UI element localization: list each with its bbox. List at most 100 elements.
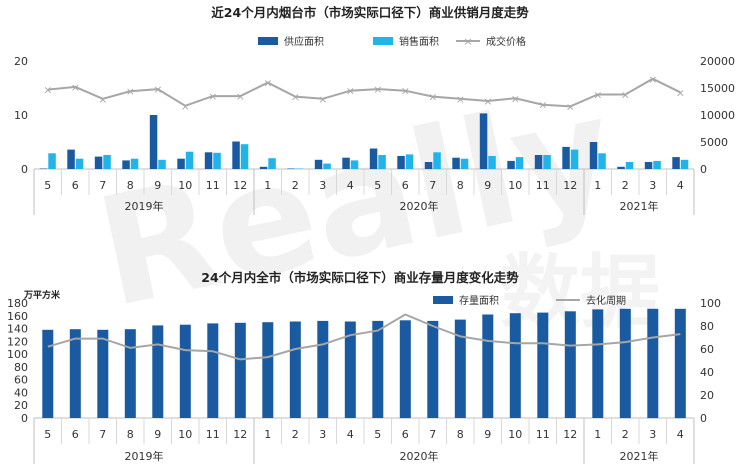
bar-sales: [130, 158, 139, 169]
c2-month-label: 11: [536, 428, 550, 441]
price-point-marker: ×: [71, 81, 80, 94]
price-point-marker: ×: [538, 99, 547, 112]
bar-inventory: [482, 314, 494, 418]
bar-inventory: [619, 308, 631, 419]
price-point-marker: ×: [346, 85, 355, 98]
chart1-title: 近24个月内烟台市（市场实际口径下）商业供销月度走势: [211, 5, 529, 20]
c1-y-right-tick: 10000: [700, 109, 735, 122]
c1-month-label: 10: [508, 179, 522, 192]
c1-year-label: 2019年: [125, 199, 164, 213]
bar-sales: [378, 155, 386, 169]
price-point-marker: ×: [456, 93, 465, 106]
chart1-legend: 供应面积 销售面积 × 成交价格: [258, 35, 526, 48]
legend-price-label: 成交价格: [486, 35, 526, 48]
price-point-marker: ×: [181, 100, 190, 113]
c2-y-left-tick: 180: [7, 297, 28, 310]
bar-supply: [149, 115, 158, 169]
bar-inventory: [234, 322, 246, 418]
c2-y-left-tick: 100: [7, 348, 28, 361]
bar-inventory: [207, 323, 219, 418]
bar-inventory: [152, 325, 164, 418]
c1-year-label: 2020年: [400, 199, 439, 213]
legend-supply-label: 供应面积: [284, 35, 324, 48]
bar-supply: [589, 142, 598, 169]
bar-sales: [460, 158, 469, 169]
bar-sales: [515, 157, 524, 169]
c1-month-label: 6: [402, 179, 409, 192]
c2-y-left-tick: 40: [14, 386, 28, 399]
bar-sales: [488, 156, 496, 169]
chart2-legend: 存量面积 去化周期: [433, 294, 626, 307]
bar-inventory: [262, 322, 274, 418]
bar-inventory: [69, 329, 81, 418]
c2-y-left-tick: 60: [14, 374, 28, 387]
bar-sales: [680, 159, 689, 169]
c2-y-right-tick: 100: [700, 297, 721, 310]
price-point-marker: ×: [43, 84, 52, 97]
bar-inventory: [674, 308, 686, 419]
price-point-marker: ×: [291, 91, 300, 104]
c1-month-label: 8: [457, 179, 464, 192]
price-point-marker: ×: [153, 83, 162, 96]
c2-month-label: 9: [484, 428, 491, 441]
c1-month-label: 2: [622, 179, 629, 192]
price-point-marker: ×: [483, 95, 492, 108]
c1-month-label: 4: [677, 179, 684, 192]
bar-supply: [672, 157, 680, 169]
c1-month-label: 7: [99, 179, 106, 192]
c2-month-label: 3: [319, 428, 326, 441]
legend-inventory-label: 存量面积: [459, 294, 499, 307]
price-point-marker: ×: [126, 85, 135, 98]
c1-y-right-tick: 20000: [700, 55, 735, 68]
legend-price-marker: ×: [463, 35, 472, 48]
bar-inventory: [289, 321, 301, 418]
legend-sales-swatch: [373, 37, 393, 45]
bar-inventory: [179, 324, 191, 418]
c2-y-left-tick: 80: [14, 361, 28, 374]
bar-supply: [232, 141, 240, 169]
bar-supply: [617, 166, 625, 169]
bar-supply: [39, 168, 48, 169]
bar-inventory: [564, 311, 576, 418]
c1-month-label: 10: [178, 179, 192, 192]
c1-y-right-tick: 15000: [700, 82, 735, 95]
c1-month-label: 9: [154, 179, 161, 192]
bar-sales: [103, 155, 111, 169]
bar-inventory: [42, 329, 54, 418]
c2-y-right-tick: 60: [700, 343, 714, 356]
bar-sales: [405, 154, 414, 169]
bar-supply: [94, 156, 103, 169]
c2-y-left-tick: 140: [7, 323, 28, 336]
c1-line-path: [47, 77, 681, 108]
c1-y-right-tick: 0: [700, 163, 707, 176]
bar-supply: [342, 157, 350, 169]
c2-y-right-tick: 40: [700, 366, 714, 379]
price-point-marker: ×: [236, 90, 245, 103]
c2-month-label: 7: [429, 428, 436, 441]
c1-month-label: 7: [429, 179, 436, 192]
c2-month-label: 4: [677, 428, 684, 441]
bar-supply: [479, 113, 488, 169]
bar-inventory: [344, 321, 356, 418]
c1-month-label: 11: [536, 179, 550, 192]
bar-supply: [452, 157, 460, 169]
c1-month-label: 6: [72, 179, 79, 192]
c2-y-left-tick: 120: [7, 335, 28, 348]
price-point-marker: ×: [98, 93, 107, 106]
bar-sales: [75, 158, 84, 169]
c2-month-label: 8: [457, 428, 464, 441]
bar-supply: [424, 162, 433, 169]
bar-sales: [158, 159, 166, 169]
c2-y-right-tick: 20: [700, 389, 714, 402]
c2-month-label: 2: [292, 428, 299, 441]
c2-month-label: 12: [563, 428, 577, 441]
c1-year-label: 2021年: [620, 199, 659, 213]
c2-y-right-tick: 80: [700, 320, 714, 333]
bar-supply: [314, 159, 323, 169]
c2-year-label: 2021年: [620, 449, 659, 463]
legend-inventory-swatch: [433, 296, 453, 304]
bar-supply: [369, 148, 378, 169]
bar-sales: [653, 160, 661, 169]
c2-month-label: 1: [264, 428, 271, 441]
